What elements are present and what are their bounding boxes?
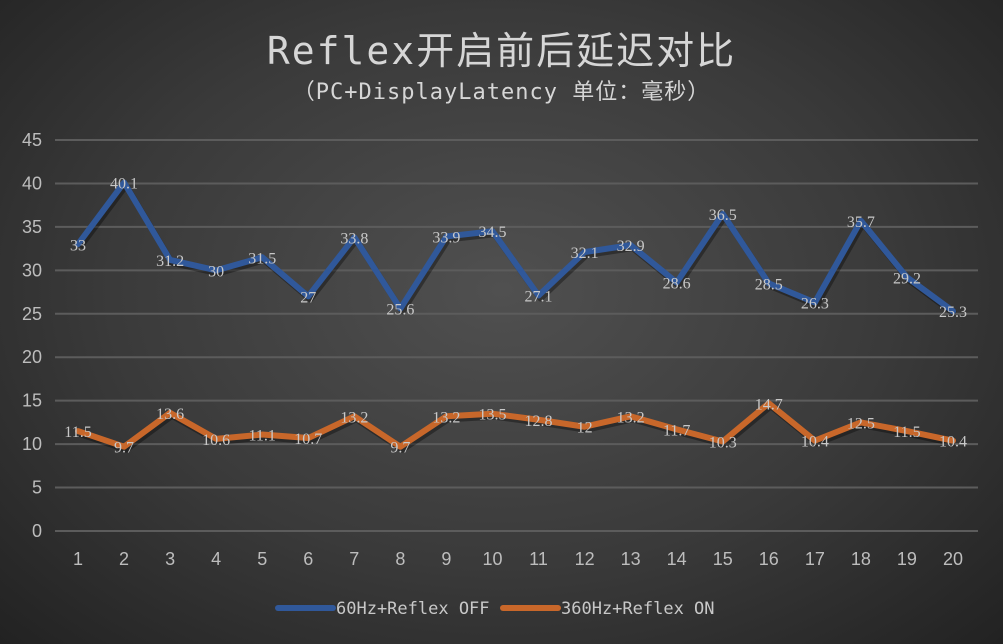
y-tick-label: 5: [32, 478, 42, 498]
data-label: 27.1: [525, 289, 553, 306]
data-label: 32.9: [617, 238, 645, 255]
legend-label: 60Hz+Reflex OFF: [336, 599, 490, 619]
data-label: 13.2: [617, 409, 645, 426]
x-tick-label: 20: [943, 549, 963, 569]
data-label: 35.7: [847, 214, 875, 231]
chart-subtitle: （PC+DisplayLatency 单位：毫秒）: [292, 80, 711, 105]
x-tick-label: 7: [349, 549, 359, 569]
data-label: 10.6: [202, 432, 230, 449]
data-label: 12: [577, 420, 593, 437]
data-label: 10.7: [294, 431, 322, 448]
x-tick-label: 11: [529, 549, 548, 569]
data-label: 32.1: [571, 245, 599, 262]
data-label: 25.3: [939, 304, 967, 321]
x-tick-label: 1: [73, 549, 83, 569]
data-label: 11.7: [663, 422, 690, 439]
x-tick-label: 12: [575, 549, 595, 569]
x-tick-label: 14: [667, 549, 687, 569]
x-tick-label: 3: [165, 549, 175, 569]
data-label: 12.8: [525, 413, 553, 430]
series-line-reflex-off: [75, 179, 956, 315]
data-label: 12.5: [847, 415, 875, 432]
x-tick-label: 13: [621, 549, 641, 569]
data-label: 27: [300, 289, 316, 306]
data-label: 28.5: [755, 276, 783, 293]
data-label: 13.2: [340, 409, 368, 426]
x-tick-label: 2: [119, 549, 129, 569]
data-label: 10.4: [939, 434, 967, 451]
data-label: 26.3: [801, 295, 829, 312]
y-tick-label: 10: [22, 434, 42, 454]
x-tick-label: 10: [482, 549, 502, 569]
data-label: 33: [70, 237, 86, 254]
data-label: 34.5: [478, 224, 506, 241]
data-label: 25.6: [386, 302, 414, 319]
y-tick-label: 20: [22, 347, 42, 367]
x-tick-label: 5: [257, 549, 267, 569]
y-tick-label: 45: [22, 130, 42, 150]
data-label: 13.5: [478, 407, 506, 424]
x-tick-label: 8: [395, 549, 405, 569]
data-label: 36.5: [709, 207, 737, 224]
legend-label: 360Hz+Reflex ON: [561, 599, 715, 619]
x-tick-label: 6: [303, 549, 313, 569]
y-tick-label: 30: [22, 260, 42, 280]
data-label: 13.2: [432, 409, 460, 426]
data-label: 40.1: [110, 176, 138, 193]
x-tick-label: 4: [211, 549, 221, 569]
data-label: 9.7: [114, 440, 134, 457]
data-label: 28.6: [663, 275, 691, 292]
data-label: 13.6: [156, 406, 184, 423]
data-label: 10.3: [709, 435, 737, 452]
x-tick-label: 9: [441, 549, 451, 569]
data-label: 33.8: [340, 230, 368, 247]
data-label: 10.4: [801, 434, 829, 451]
series-line-reflex-on: [75, 400, 956, 450]
x-tick-label: 18: [851, 549, 871, 569]
data-label: 9.7: [390, 440, 410, 457]
data-label: 30: [208, 263, 224, 280]
y-tick-label: 25: [22, 304, 42, 324]
y-tick-label: 35: [22, 217, 42, 237]
x-tick-label: 16: [759, 549, 779, 569]
chart-title: Reflex开启前后延迟对比: [266, 29, 737, 73]
x-tick-label: 17: [805, 549, 825, 569]
x-tick-label: 15: [713, 549, 733, 569]
data-label: 29.2: [893, 270, 921, 287]
data-label: 14.7: [755, 396, 783, 413]
data-label: 11.1: [249, 428, 276, 445]
data-label: 31.5: [248, 250, 276, 267]
y-tick-label: 15: [22, 391, 42, 411]
x-tick-label: 19: [897, 549, 917, 569]
data-label: 31.2: [156, 253, 184, 270]
data-label: 11.5: [64, 424, 91, 441]
y-tick-label: 0: [32, 521, 42, 541]
data-label: 33.9: [432, 229, 460, 246]
y-tick-label: 40: [22, 173, 42, 193]
data-label: 11.5: [893, 424, 920, 441]
